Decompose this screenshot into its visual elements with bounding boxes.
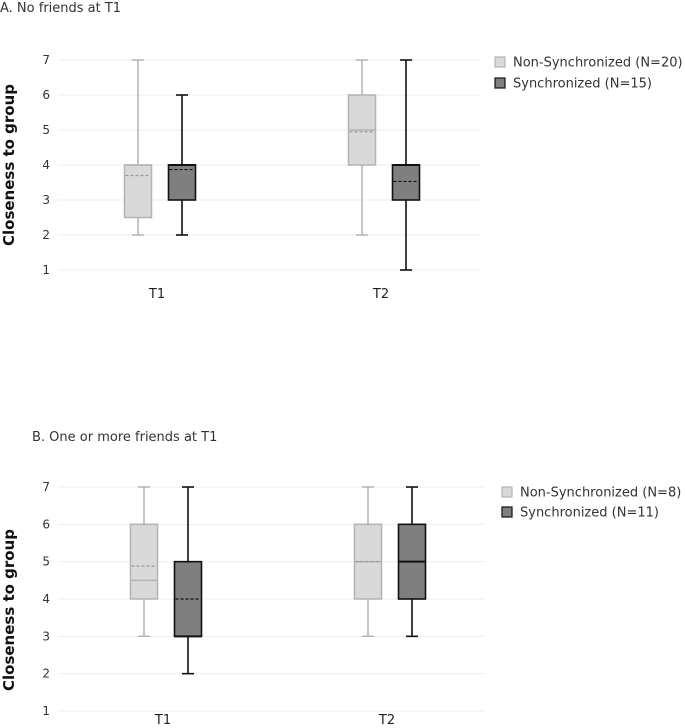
panel-a-non-synchronized-t1-box [123,164,153,219]
panel-b-x-tick-t2: T2 [378,713,395,728]
panel-b-y-tick-1: 1 [42,704,50,718]
panel-b-plot-area: 1 2 3 4 5 6 7 T1 T2 Non-Synchronized (N=8) Synchro… [42,480,681,728]
panel-b: B. One or more friends at T1 Closeness t… [0,430,681,728]
panel-a-legend-label-non-synchronized: Non-Synchronized (N=20) [513,56,683,71]
panel-a: A. No friends at T1 Closeness to group 1… [0,1,683,302]
panel-b-legend-swatch-synchronized [501,506,513,518]
panel-a-legend-label-synchronized: Synchronized (N=15) [513,77,652,92]
panel-a-legend-swatch-non-synchronized [494,56,506,68]
panel-a-y-tick-6: 6 [42,88,50,102]
panel-b-legend-label-non-synchronized: Non-Synchronized (N=8) [520,486,681,501]
panel-b-y-tick-6: 6 [42,517,50,531]
panel-b-legend-swatch-non-synchronized [501,486,513,498]
panel-a-y-tick-7: 7 [42,53,50,67]
panel-a-plot-area: 1 2 3 4 5 6 7 T1 T2 Non-Synchronized (N=20) Synchr… [42,53,682,302]
panel-a-y-tick-4: 4 [42,158,50,172]
panel-a-y-tick-5: 5 [42,123,50,137]
panel-b-y-tick-2: 2 [42,667,50,681]
panel-a-title: A. No friends at T1 [0,1,121,16]
panel-a-synchronized-t2-box [391,164,421,201]
panel-a-legend-swatch-synchronized [494,77,506,89]
panel-a-synchronized-t1-box [167,164,197,201]
panel-a-x-tick-t1: T1 [148,287,165,302]
panel-a-y-tick-3: 3 [42,193,50,207]
panel-a-y-tick-2: 2 [42,228,50,242]
panel-a-x-tick-t2: T2 [372,287,389,302]
panel-b-y-axis-label: Closeness to group [0,529,18,691]
panel-b-y-tick-5: 5 [42,555,50,569]
panel-b-y-tick-3: 3 [42,629,50,643]
panel-b-y-tick-4: 4 [42,592,50,606]
panel-b-y-tick-7: 7 [42,480,50,494]
panel-a-y-tick-1: 1 [42,263,50,277]
panel-b-legend-label-synchronized: Synchronized (N=11) [520,506,659,521]
panel-b-non-synchronized-t1-box [129,523,159,600]
panel-b-title: B. One or more friends at T1 [32,430,217,445]
panel-a-y-axis-label: Closeness to group [0,84,18,246]
panel-b-x-tick-t1: T1 [154,713,171,728]
